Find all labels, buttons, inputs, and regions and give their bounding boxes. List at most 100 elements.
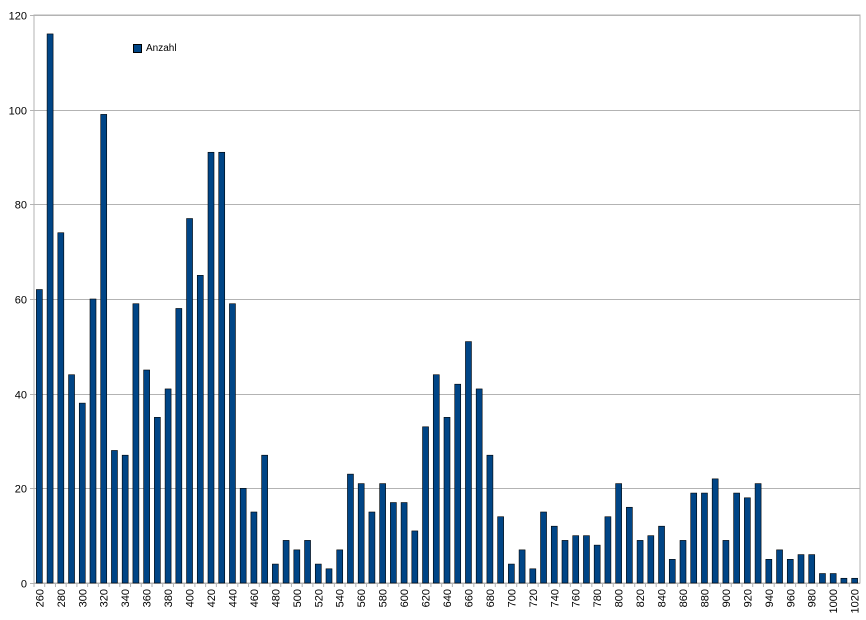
bar-890: [711, 478, 719, 584]
bar-260: [36, 289, 43, 584]
bar-650: [454, 383, 462, 584]
x-tick-label: 760: [571, 589, 583, 607]
bar-860: [679, 540, 687, 584]
x-tick-label: 280: [56, 589, 68, 607]
bar-690: [497, 516, 504, 584]
bar-900: [722, 540, 730, 584]
bar-870: [690, 492, 698, 584]
x-tick-label: 780: [592, 589, 604, 607]
bar-740: [550, 525, 558, 584]
y-tick-label: 40: [15, 390, 27, 402]
bar-660: [465, 341, 472, 584]
bar-720: [529, 568, 537, 584]
x-tick-label: 940: [764, 589, 776, 607]
bar-320: [100, 114, 108, 584]
bar-700: [508, 563, 515, 584]
y-axis: 0 20 40 60 80 100 120: [9, 11, 34, 591]
bar-360: [143, 369, 150, 584]
bar-370: [154, 417, 161, 584]
bar-340: [121, 454, 129, 584]
bar-820: [636, 540, 644, 584]
bar-560: [357, 483, 365, 584]
x-tick-label: 480: [270, 589, 282, 607]
bar-510: [304, 540, 311, 584]
bar-530: [325, 568, 333, 584]
legend: Anzahl: [133, 43, 177, 54]
bar-1000: [829, 573, 837, 584]
legend-label: Anzahl: [146, 43, 177, 54]
x-tick-label: 800: [614, 589, 626, 607]
x-tick-label: 540: [335, 589, 347, 607]
y-tick-label: 20: [15, 484, 27, 496]
x-tick-label: 820: [635, 589, 647, 607]
bar-490: [282, 540, 290, 584]
x-tick-label: 1020: [850, 589, 862, 613]
bar-930: [754, 483, 762, 584]
bar-780: [593, 544, 601, 584]
bar-570: [368, 511, 376, 584]
x-tick-label: 400: [185, 589, 197, 607]
bar-620: [422, 426, 429, 584]
bar-750: [561, 540, 569, 584]
bar-670: [475, 388, 483, 584]
bar-920: [744, 497, 751, 584]
bar-980: [808, 554, 816, 584]
bar-420: [207, 151, 215, 584]
bar-380: [164, 388, 172, 584]
y-tick-label: 0: [21, 579, 27, 591]
bar-440: [229, 303, 236, 584]
x-tick-label: 1000: [828, 589, 840, 613]
y-tick-label: 120: [9, 11, 27, 23]
x-tick-label: 320: [99, 589, 111, 607]
bar-300: [78, 402, 86, 584]
bar-520: [314, 563, 322, 584]
bar-470: [261, 454, 268, 584]
bar-330: [111, 450, 118, 584]
bar-640: [443, 417, 451, 584]
bar-400: [186, 218, 193, 584]
bars: [36, 33, 858, 584]
legend-swatch: [133, 44, 142, 53]
bar-760: [572, 535, 580, 584]
bar-580: [379, 483, 386, 584]
x-tick-label: 360: [142, 589, 154, 607]
x-axis: 260 280 300 320 340 360 380 400 420 440 460 480 500 5…: [33, 583, 862, 613]
bar-610: [411, 530, 419, 584]
bar-840: [658, 525, 665, 584]
x-tick-label: 560: [356, 589, 368, 607]
bar-1020: [851, 577, 858, 584]
x-tick-label: 700: [506, 589, 518, 607]
bar-460: [250, 511, 258, 584]
bar-270: [46, 33, 54, 584]
x-tick-label: 960: [785, 589, 797, 607]
bar-950: [776, 549, 783, 584]
x-tick-label: 600: [399, 589, 411, 607]
bar-910: [733, 492, 740, 584]
x-tick-label: 680: [485, 589, 497, 607]
x-tick-label: 620: [421, 589, 433, 607]
x-tick-label: 660: [463, 589, 475, 607]
bar-450: [239, 488, 247, 584]
bar-550: [347, 473, 354, 584]
bar-790: [604, 516, 612, 584]
bar-390: [175, 308, 183, 584]
x-tick-label: 900: [721, 589, 733, 607]
x-tick-label: 860: [678, 589, 690, 607]
bar-350: [132, 303, 140, 584]
x-tick-label: 640: [442, 589, 454, 607]
bar-800: [615, 483, 622, 584]
x-tick-label: 420: [206, 589, 218, 607]
bar-730: [540, 511, 547, 584]
bar-880: [701, 492, 708, 584]
bar-680: [486, 454, 494, 584]
bar-540: [336, 549, 344, 584]
bar-810: [626, 506, 633, 584]
x-tick-label: 920: [742, 589, 754, 607]
y-tick-label: 80: [15, 200, 27, 212]
x-tick-label: 340: [120, 589, 132, 607]
y-tick-label: 60: [15, 295, 27, 307]
x-tick-label: 720: [528, 589, 540, 607]
x-tick-label: 380: [163, 589, 175, 607]
bar-630: [432, 374, 440, 584]
